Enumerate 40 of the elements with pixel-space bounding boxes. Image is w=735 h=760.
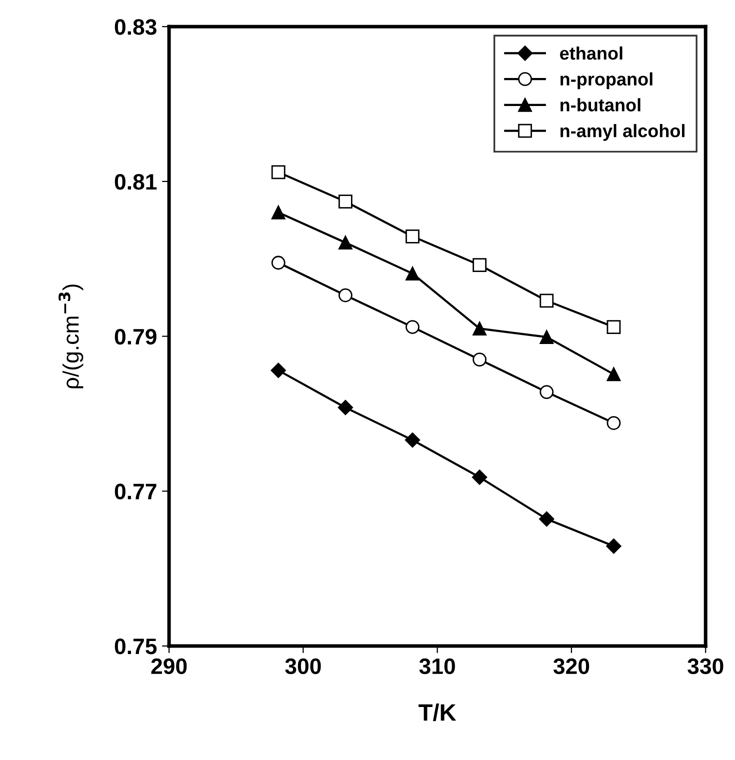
point (606, 416, 621, 430)
y-tick-label: 0.79 (114, 328, 156, 345)
point (540, 385, 554, 399)
point (338, 400, 354, 416)
point (271, 205, 286, 220)
point (338, 288, 352, 302)
legend-label: n-butanol (560, 98, 640, 112)
point (338, 194, 352, 209)
point (406, 320, 420, 334)
point (606, 320, 621, 334)
point (472, 352, 487, 366)
point (606, 538, 622, 554)
y-axis-title: ρ/(g.cm$^{−3}$) (58, 284, 84, 388)
point (406, 266, 420, 281)
point (540, 294, 554, 308)
x-tick-label: 320 (553, 658, 590, 674)
y-tick-label: 0.81 (114, 174, 157, 190)
y-tick-label: 0.75 (114, 638, 157, 654)
point (472, 470, 488, 485)
legend-label: ethanol (560, 46, 622, 60)
x-tick-label: 300 (285, 658, 321, 674)
x-tick-label: 290 (151, 658, 187, 674)
point (338, 236, 352, 250)
y-tick-label: 0.77 (114, 484, 156, 500)
x-axis-title: T/K (418, 704, 456, 722)
point (271, 256, 286, 270)
point (606, 367, 621, 382)
point (404, 432, 420, 448)
point (539, 511, 554, 527)
x-tick-label: 330 (688, 658, 724, 674)
legend-label: n-amyl alcohol (560, 124, 684, 141)
point (472, 258, 487, 272)
y-tick-label: 0.83 (114, 19, 156, 35)
point (270, 362, 286, 378)
x-tick-label: 310 (419, 658, 455, 674)
point (540, 330, 554, 344)
point (406, 229, 420, 244)
point (472, 322, 487, 336)
point (271, 165, 286, 180)
legend-label: n-propanol (560, 72, 652, 90)
